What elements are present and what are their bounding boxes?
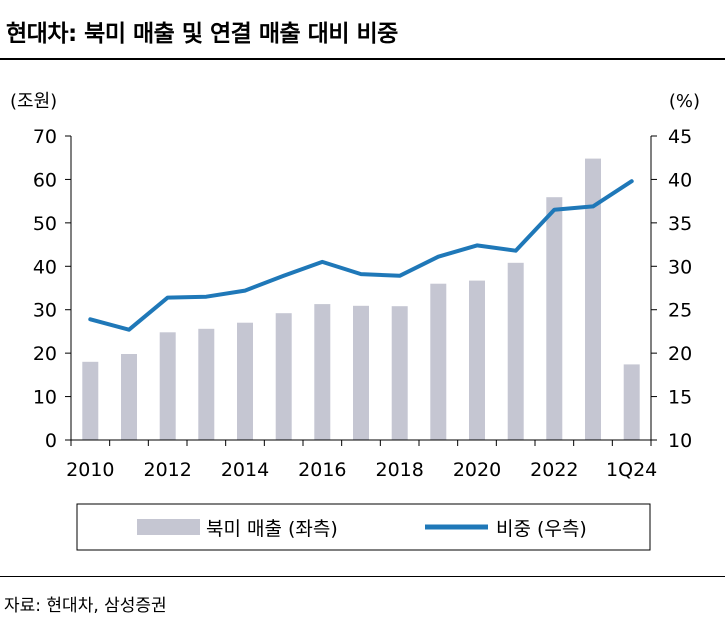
legend-bar-label: 북미 매출 (좌측) [206,518,338,540]
right-tick-label: 30 [668,256,692,278]
left-axis-unit-label: (조원) [10,91,57,112]
x-tick-label-2016: 2016 [298,459,346,481]
bar-2017 [353,305,369,440]
left-tick-label: 40 [33,256,57,278]
right-tick-label: 20 [668,343,692,365]
legend-line-label: 비중 (우측) [496,518,587,540]
bar-1Q24 [623,364,640,440]
x-tick-label-2014: 2014 [221,459,269,481]
bar-2021 [507,262,524,440]
bar-2012 [159,332,176,440]
bottom-divider [0,576,725,577]
bar-2023 [585,158,601,440]
left-tick-label: 10 [33,387,57,409]
right-tick-label: 35 [668,213,692,235]
bar-2011 [121,354,137,440]
x-tick-label-2018: 2018 [375,459,423,481]
right-tick-label: 40 [668,169,692,191]
bar-2010 [82,361,99,440]
x-tick-label-2020: 2020 [453,459,501,481]
x-tick-label-1Q24: 1Q24 [606,459,657,481]
legend-box [76,503,651,551]
x-tick-label-2012: 2012 [143,459,191,481]
x-tick-label-2010: 2010 [66,459,114,481]
chart: (조원) (%) 0 10 20 30 40 50 60 70 10 15 20 25 30 35 40 45 20… [10,91,700,551]
bar-2018 [391,306,408,440]
bar-2013 [198,328,215,440]
x-tick-label-2022: 2022 [530,459,578,481]
bar-2014 [237,322,253,440]
bar-2015 [275,313,292,440]
bar-2016 [314,304,331,440]
top-divider [0,58,725,60]
source-note: 자료: 현대차, 삼성증권 [4,596,167,616]
chart-title: 현대차: 북미 매출 및 연결 매출 대비 비중 [6,21,398,47]
bar-2019 [430,283,447,440]
left-tick-label: 30 [33,300,57,322]
right-tick-label: 10 [668,430,692,452]
right-axis-unit-label: (%) [669,91,700,112]
left-tick-label: 0 [45,430,57,452]
left-tick-label: 50 [33,213,57,235]
left-tick-label: 70 [33,126,57,148]
left-tick-label: 60 [33,169,57,191]
right-tick-label: 15 [668,387,692,409]
legend-bar-swatch [137,519,200,535]
left-tick-label: 20 [33,343,57,365]
right-tick-label: 25 [668,300,692,322]
bar-2022 [546,197,563,440]
right-tick-label: 45 [668,126,692,148]
bar-2020 [469,280,485,440]
